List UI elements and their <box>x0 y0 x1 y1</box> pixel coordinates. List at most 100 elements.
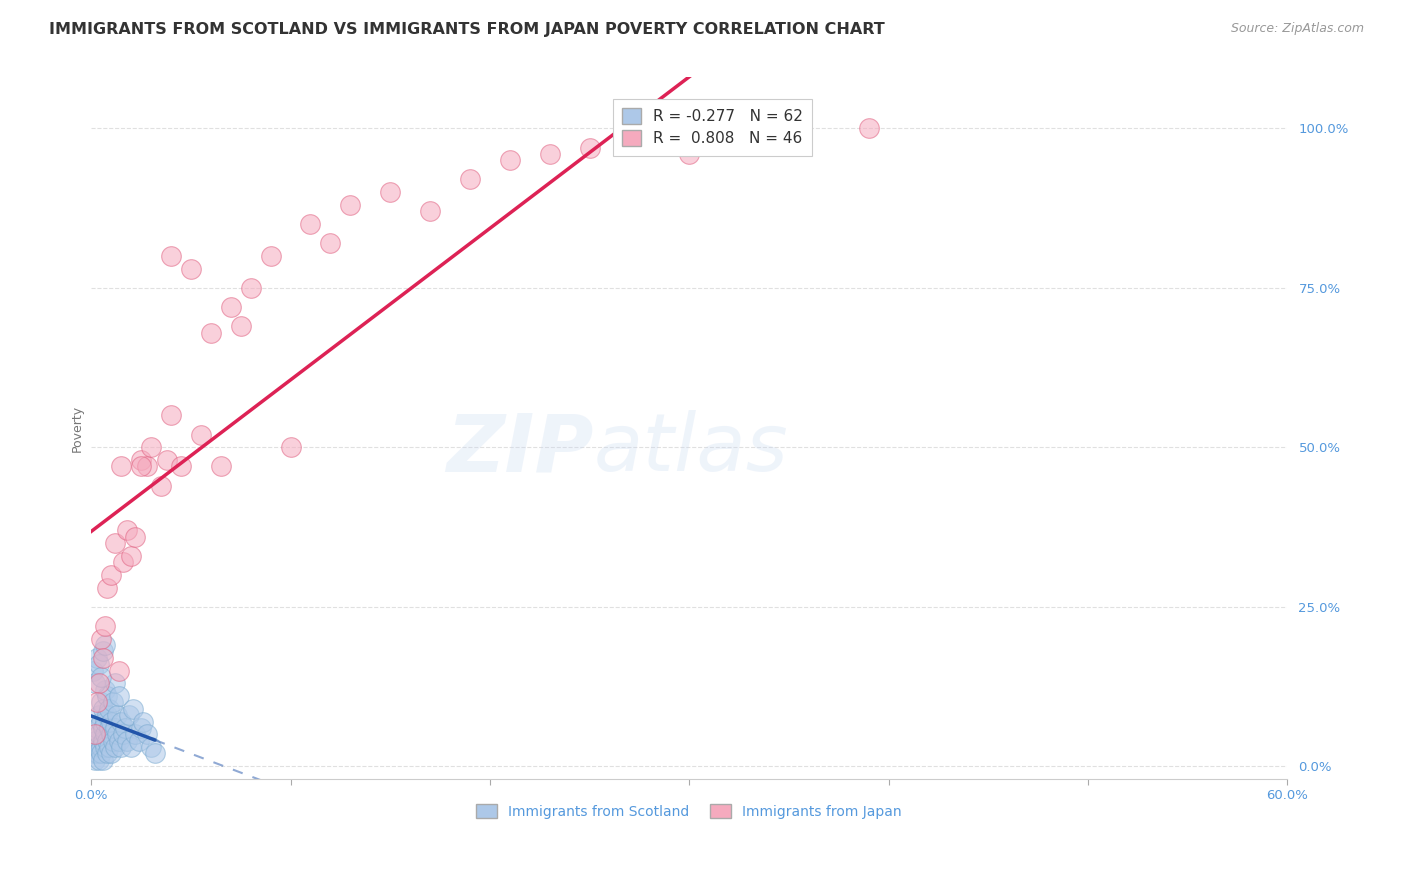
Point <box>114 721 136 735</box>
Point <box>139 739 162 754</box>
Point <box>86 650 108 665</box>
Point <box>129 459 152 474</box>
Point <box>139 440 162 454</box>
Point <box>110 714 132 729</box>
Point <box>96 581 118 595</box>
Text: IMMIGRANTS FROM SCOTLAND VS IMMIGRANTS FROM JAPAN POVERTY CORRELATION CHART: IMMIGRANTS FROM SCOTLAND VS IMMIGRANTS F… <box>49 22 884 37</box>
Point <box>90 739 112 754</box>
Point <box>100 567 122 582</box>
Point <box>129 453 152 467</box>
Point <box>108 733 131 747</box>
Point <box>89 753 111 767</box>
Point <box>91 753 114 767</box>
Point <box>89 727 111 741</box>
Point <box>110 739 132 754</box>
Point <box>115 733 138 747</box>
Point <box>98 702 121 716</box>
Point <box>112 727 135 741</box>
Point <box>94 638 117 652</box>
Point <box>132 714 155 729</box>
Point <box>180 261 202 276</box>
Point <box>86 739 108 754</box>
Point <box>96 733 118 747</box>
Point <box>100 714 122 729</box>
Point <box>319 236 342 251</box>
Point <box>239 281 262 295</box>
Point <box>94 682 117 697</box>
Point <box>84 676 107 690</box>
Point <box>100 727 122 741</box>
Point <box>100 747 122 761</box>
Point <box>538 147 561 161</box>
Point <box>112 555 135 569</box>
Point <box>499 153 522 168</box>
Point <box>280 440 302 454</box>
Point <box>91 650 114 665</box>
Point <box>89 657 111 672</box>
Point <box>160 249 183 263</box>
Point <box>219 300 242 314</box>
Point <box>86 747 108 761</box>
Point <box>91 702 114 716</box>
Point <box>160 409 183 423</box>
Point <box>259 249 281 263</box>
Point <box>94 727 117 741</box>
Y-axis label: Poverty: Poverty <box>72 405 84 451</box>
Point <box>98 739 121 754</box>
Point <box>90 632 112 646</box>
Point <box>86 721 108 735</box>
Text: ZIP: ZIP <box>446 410 593 488</box>
Point <box>124 727 146 741</box>
Point <box>120 549 142 563</box>
Point <box>104 739 127 754</box>
Point <box>91 733 114 747</box>
Text: atlas: atlas <box>593 410 789 488</box>
Point <box>124 530 146 544</box>
Point <box>122 702 145 716</box>
Point <box>638 134 661 148</box>
Point <box>110 459 132 474</box>
Point <box>82 747 104 761</box>
Point <box>209 459 232 474</box>
Point <box>578 140 600 154</box>
Text: Source: ZipAtlas.com: Source: ZipAtlas.com <box>1230 22 1364 36</box>
Point <box>90 714 112 729</box>
Point <box>104 676 127 690</box>
Point <box>84 753 107 767</box>
Point <box>98 721 121 735</box>
Point <box>419 204 441 219</box>
Point <box>86 695 108 709</box>
Point <box>120 739 142 754</box>
Point <box>190 427 212 442</box>
Point <box>118 708 141 723</box>
Point <box>104 721 127 735</box>
Point <box>91 721 114 735</box>
Point <box>96 747 118 761</box>
Point <box>90 670 112 684</box>
Point <box>129 721 152 735</box>
Point <box>458 172 481 186</box>
Point <box>94 714 117 729</box>
Point <box>778 128 800 142</box>
Point <box>380 186 402 200</box>
Point <box>299 217 322 231</box>
Point <box>229 319 252 334</box>
Point <box>94 619 117 633</box>
Point <box>105 708 128 723</box>
Point <box>90 747 112 761</box>
Point <box>96 689 118 703</box>
Point <box>84 727 107 741</box>
Point <box>858 121 880 136</box>
Point <box>94 739 117 754</box>
Point <box>91 644 114 658</box>
Legend: Immigrants from Scotland, Immigrants from Japan: Immigrants from Scotland, Immigrants fro… <box>471 798 908 824</box>
Point <box>108 664 131 678</box>
Point <box>200 326 222 340</box>
Point <box>96 708 118 723</box>
Point <box>89 708 111 723</box>
Point <box>143 747 166 761</box>
Point <box>89 676 111 690</box>
Point <box>678 147 700 161</box>
Point <box>105 727 128 741</box>
Point <box>170 459 193 474</box>
